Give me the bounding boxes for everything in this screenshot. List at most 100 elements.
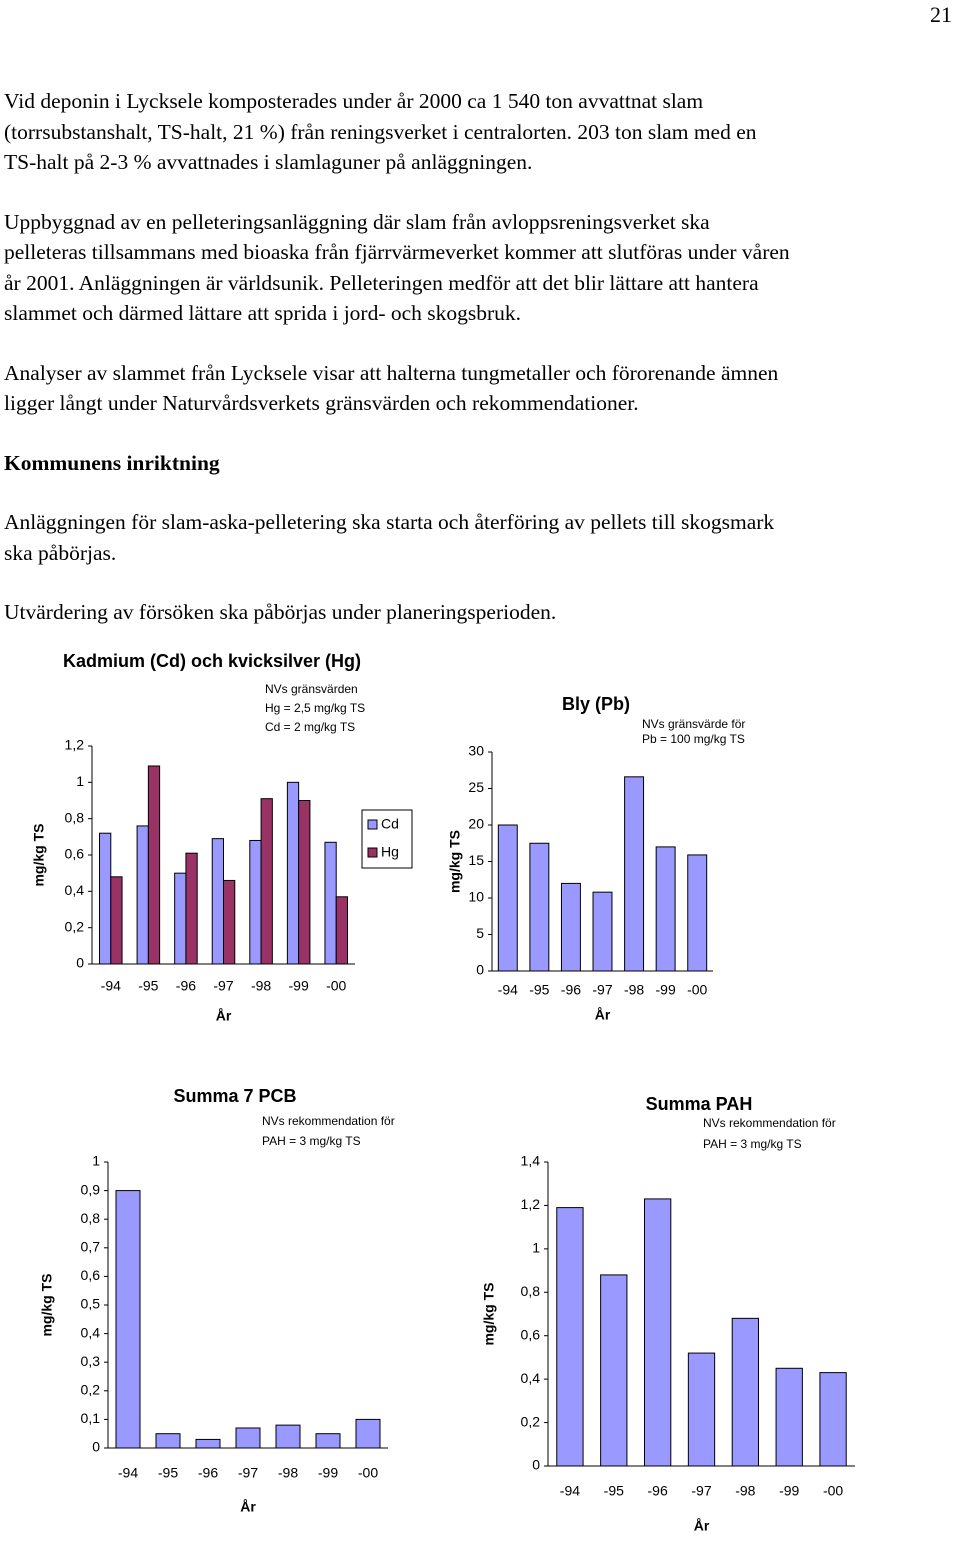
y-tick-label: 0,4 xyxy=(521,1370,541,1386)
text-line: (torrsubstanshalt, TS-halt, 21 %) från r… xyxy=(4,119,757,144)
x-tick-label: -95 xyxy=(529,982,549,998)
annotation: NVs gränsvärde för xyxy=(642,717,745,731)
annotation: NVs rekommendation för xyxy=(703,1116,836,1130)
text-line: slammet och därmed lättare att sprida i … xyxy=(4,301,522,325)
x-tick-label: -99 xyxy=(779,1483,799,1499)
x-tick-label: -94 xyxy=(101,978,121,994)
bar xyxy=(249,839,262,965)
bar xyxy=(775,1367,803,1467)
legend-swatch xyxy=(367,847,378,858)
bar xyxy=(195,1438,221,1449)
text-line: pelleteras tillsammans med bioaska från … xyxy=(4,240,790,264)
x-tick-label: -96 xyxy=(561,982,581,998)
paragraph: Anläggningen för slam-aska-pelletering s… xyxy=(4,507,960,568)
annotation: NVs rekommendation för xyxy=(262,1114,395,1128)
x-tick-label: -98 xyxy=(735,1483,755,1499)
y-tick-label: 5 xyxy=(476,925,484,941)
y-tick-label: 0,4 xyxy=(65,882,85,898)
x-tick-label: -94 xyxy=(498,982,518,998)
y-tick-label: 1 xyxy=(92,1153,100,1169)
bar xyxy=(355,1418,381,1449)
x-tick-label: -97 xyxy=(238,1465,258,1481)
bar xyxy=(275,1424,301,1449)
text-line: år 2001. Anläggningen är världsunik. Pel… xyxy=(4,270,759,295)
y-tick-label: 0,4 xyxy=(81,1324,101,1340)
x-tick-label: -99 xyxy=(318,1465,338,1481)
bar xyxy=(687,1352,716,1467)
x-tick-label: -95 xyxy=(138,978,158,994)
x-tick-label: -96 xyxy=(176,978,196,994)
y-axis-label: mg/kg TS xyxy=(481,1282,497,1345)
bar xyxy=(286,781,300,965)
y-tick-label: 1,4 xyxy=(521,1153,541,1169)
y-tick-label: 0,2 xyxy=(65,918,85,934)
x-tick-label: -98 xyxy=(624,982,644,998)
y-tick-label: 0,7 xyxy=(81,1239,101,1255)
y-tick-label: 1,2 xyxy=(65,737,85,753)
bar xyxy=(643,1198,672,1467)
x-tick-label: -00 xyxy=(358,1465,378,1481)
x-tick-label: -97 xyxy=(213,978,233,994)
y-tick-label: 0,8 xyxy=(521,1283,541,1299)
bar xyxy=(497,824,518,972)
x-tick-label: -98 xyxy=(278,1465,298,1481)
bar xyxy=(335,896,348,965)
y-tick-label: 0,8 xyxy=(81,1210,101,1226)
y-tick-label: 0 xyxy=(476,962,484,978)
x-tick-label: -94 xyxy=(560,1483,580,1499)
text-line: Uppbyggnad av en pelleteringsanläggning … xyxy=(4,209,710,234)
bar xyxy=(147,765,161,965)
chart-title: Summa 7 PCB xyxy=(173,1086,296,1106)
x-tick-label: -99 xyxy=(289,978,309,994)
y-tick-label: 0,2 xyxy=(521,1413,541,1429)
y-tick-label: 30 xyxy=(468,743,484,759)
x-axis-label: År xyxy=(240,1499,256,1515)
y-tick-label: 0,5 xyxy=(81,1296,101,1312)
annotation: NVs gränsvärden xyxy=(265,682,358,696)
x-tick-label: -94 xyxy=(118,1465,138,1481)
chart-title: Bly (Pb) xyxy=(562,694,630,714)
chart-title: Kadmium (Cd) och kvicksilver (Hg) xyxy=(63,651,361,671)
y-axis-label: mg/kg TS xyxy=(31,823,47,886)
y-tick-label: 20 xyxy=(468,816,484,832)
bar xyxy=(136,825,149,965)
x-tick-label: -00 xyxy=(823,1483,843,1499)
bar xyxy=(110,876,123,965)
annotation: PAH = 3 mg/kg TS xyxy=(262,1134,361,1148)
text-line: Analyser av slammet från Lycksele visar … xyxy=(4,360,779,385)
text-line: Utvärdering av försöken ska påbörjas und… xyxy=(4,600,557,624)
text-line: Vid deponin i Lycksele komposterades und… xyxy=(4,89,704,113)
bar xyxy=(819,1372,847,1467)
annotation: Cd = 2 mg/kg TS xyxy=(265,720,355,734)
x-axis-label: År xyxy=(694,1518,710,1534)
bar xyxy=(529,842,550,972)
legend-swatch xyxy=(367,819,378,830)
x-tick-label: -97 xyxy=(592,982,612,998)
bar xyxy=(298,800,311,965)
bar xyxy=(560,882,581,972)
paragraph: Uppbyggnad av en pelleteringsanläggning … xyxy=(4,207,960,329)
y-tick-label: 0,6 xyxy=(65,846,85,862)
x-tick-label: -96 xyxy=(198,1465,218,1481)
text-line: TS-halt på 2-3 % avvattnades i slamlagun… xyxy=(4,150,533,174)
annotation: Pb = 100 mg/kg TS xyxy=(642,732,745,746)
y-tick-label: 0 xyxy=(92,1439,100,1455)
x-tick-label: -00 xyxy=(687,982,707,998)
y-tick-label: 0,1 xyxy=(81,1410,101,1426)
bar xyxy=(324,841,337,965)
page-number: 21 xyxy=(930,2,952,27)
y-axis-label: mg/kg TS xyxy=(39,1273,55,1336)
x-tick-label: -96 xyxy=(648,1483,668,1499)
heading: Kommunens inriktning xyxy=(4,450,220,475)
bar xyxy=(174,872,187,965)
bar xyxy=(592,891,613,972)
y-tick-label: 0,6 xyxy=(81,1267,101,1283)
legend-label: Cd xyxy=(381,816,399,832)
y-tick-label: 1,2 xyxy=(521,1196,541,1212)
text-line: ska påbörjas. xyxy=(4,540,117,565)
bar xyxy=(731,1317,760,1467)
bar xyxy=(99,832,112,965)
chart-title: Summa PAH xyxy=(646,1094,753,1114)
